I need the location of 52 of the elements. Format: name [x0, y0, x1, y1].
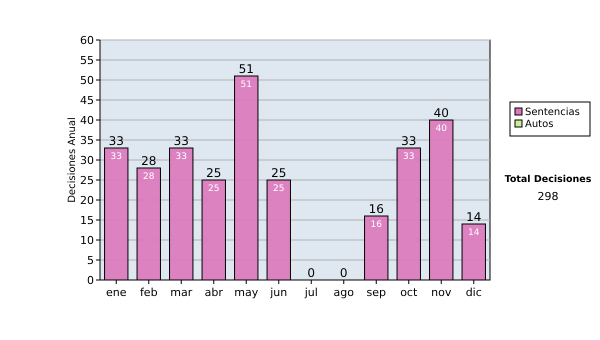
total-label: 51	[238, 62, 254, 76]
total-label: 25	[206, 166, 222, 180]
total-label: 33	[108, 134, 124, 148]
y-tick-label: 55	[80, 54, 94, 67]
x-tick-label: abr	[204, 286, 224, 299]
data-label: 25	[273, 184, 284, 194]
total-label: 40	[434, 106, 449, 120]
y-tick-label: 50	[80, 74, 94, 87]
data-label: 33	[176, 152, 187, 162]
legend-label: Sentencias	[525, 107, 580, 118]
data-label: 33	[403, 152, 414, 162]
y-tick-label: 35	[80, 134, 94, 147]
x-tick-label: feb	[140, 286, 158, 299]
total-label: 16	[368, 202, 384, 216]
data-label: 40	[436, 124, 448, 134]
text: Total Decisiones	[504, 174, 592, 185]
x-tick-label: jul	[304, 286, 318, 299]
y-tick-label: 30	[80, 154, 94, 167]
legend-label: Autos	[525, 119, 554, 130]
total-label: 33	[401, 134, 416, 148]
total-label: 0	[307, 266, 316, 280]
y-tick-label: 5	[87, 254, 94, 267]
text: 298	[538, 190, 558, 203]
x-tick-label: nov	[431, 286, 452, 299]
y-tick-label: 15	[80, 214, 94, 227]
total-label: 0	[340, 266, 348, 280]
y-tick-label: 60	[80, 34, 94, 47]
data-label: 28	[143, 172, 155, 182]
y-tick-label: 10	[80, 234, 94, 247]
x-tick-label: dic	[466, 286, 482, 299]
total-label: 28	[141, 154, 156, 168]
total-label: 25	[271, 166, 286, 180]
data-label: 16	[370, 220, 382, 230]
x-tick-label: ago	[334, 286, 354, 299]
data-label: 51	[240, 80, 252, 90]
y-tick-label: 20	[80, 194, 94, 207]
y-tick-label: 0	[87, 274, 94, 287]
total-label: 33	[174, 134, 189, 148]
y-tick-label: 40	[80, 114, 94, 127]
y-tick-label: 25	[80, 174, 94, 187]
data-label: 25	[208, 184, 220, 194]
data-label: 33	[110, 152, 122, 162]
x-tick-label: jun	[269, 286, 288, 299]
y-tick-label: 45	[80, 94, 94, 107]
total-label: 14	[466, 210, 482, 224]
x-tick-label: oct	[400, 286, 418, 299]
x-tick-label: ene	[106, 286, 127, 299]
y-axis-title: Decisiones Anual	[67, 117, 78, 203]
data-label: 14	[468, 228, 480, 238]
x-tick-label: sep	[366, 286, 386, 299]
x-tick-label: may	[234, 286, 259, 299]
x-tick-label: mar	[170, 286, 193, 299]
